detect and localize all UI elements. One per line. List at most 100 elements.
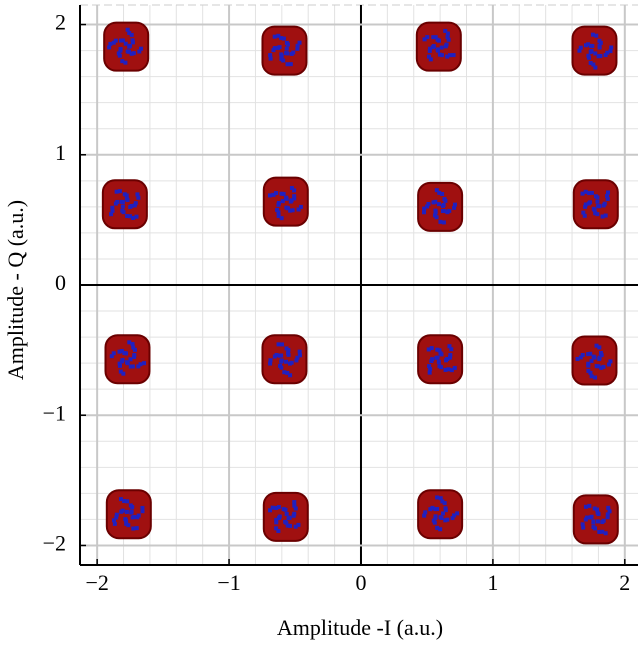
cluster-core	[455, 511, 460, 516]
cluster	[571, 25, 618, 76]
cluster-core	[578, 355, 583, 360]
cluster-core	[291, 50, 296, 55]
cluster-core	[268, 53, 273, 58]
point	[261, 25, 308, 76]
cluster-core	[130, 364, 135, 369]
cluster-core	[596, 364, 601, 369]
cluster-core	[586, 201, 591, 206]
cluster-core	[117, 189, 122, 194]
cluster-core	[133, 201, 138, 206]
cluster-core	[130, 40, 135, 45]
cluster-core	[438, 351, 443, 356]
cluster-core	[583, 204, 588, 209]
cluster-core	[430, 45, 435, 50]
cluster-core	[130, 342, 135, 347]
cluster-core	[595, 510, 600, 515]
cluster-core	[282, 370, 287, 375]
y-tick-label: 2	[55, 10, 66, 35]
cluster-core	[422, 513, 427, 518]
cluster-core	[279, 191, 284, 196]
cluster-core	[113, 201, 118, 206]
cluster-core	[597, 529, 602, 534]
cluster-core	[445, 54, 450, 59]
cluster-core	[285, 370, 290, 375]
cluster-core	[597, 43, 602, 48]
cluster-core	[111, 351, 116, 356]
cluster-core	[440, 192, 445, 197]
cluster-core	[298, 204, 303, 209]
cluster-core	[127, 214, 132, 219]
cluster-core	[129, 509, 134, 514]
cluster-core	[281, 507, 286, 512]
cluster-core	[607, 509, 612, 514]
cluster-core	[435, 525, 440, 530]
cluster-core	[434, 355, 439, 360]
cluster-core	[435, 48, 440, 53]
cluster-core	[605, 512, 610, 517]
cluster-core	[281, 191, 286, 196]
cluster-core	[117, 363, 122, 368]
cluster-core	[288, 62, 293, 67]
cluster-core	[575, 356, 580, 361]
x-tick-label: 0	[355, 570, 366, 595]
y-tick-label: 1	[55, 140, 66, 165]
cluster-core	[279, 36, 284, 41]
cluster-core	[274, 506, 279, 511]
cluster-core	[595, 199, 600, 204]
cluster-core	[436, 359, 441, 364]
cluster-core	[606, 190, 611, 195]
cluster-core	[603, 213, 608, 218]
cluster-core	[437, 190, 442, 195]
cluster-core	[295, 43, 300, 48]
cluster-core	[123, 60, 128, 65]
cluster-core	[581, 210, 586, 215]
cluster-core	[119, 38, 124, 43]
cluster-core	[441, 511, 446, 516]
cluster-core	[114, 189, 119, 194]
cluster-core	[428, 46, 433, 51]
x-tick-label: −1	[217, 570, 240, 595]
cluster-core	[117, 349, 122, 354]
cluster-core	[452, 365, 457, 370]
cluster-core	[276, 504, 281, 509]
cluster-core	[593, 51, 598, 56]
cluster-core	[586, 363, 591, 368]
cluster-core	[433, 515, 438, 520]
point	[103, 21, 150, 72]
cluster-core	[588, 61, 593, 66]
cluster	[105, 489, 152, 540]
cluster-core	[281, 36, 286, 41]
cluster-core	[603, 531, 608, 536]
cluster-core	[590, 32, 595, 37]
cluster-core	[426, 201, 431, 206]
cluster-core	[578, 45, 583, 50]
y-tick-label: −2	[43, 531, 66, 556]
cluster-core	[434, 188, 439, 193]
cluster-core	[285, 206, 290, 211]
cluster-core	[284, 511, 289, 516]
x-tick-label: −2	[85, 570, 108, 595]
cluster-core	[428, 57, 433, 62]
cluster-core	[601, 364, 606, 369]
cluster-core	[124, 509, 129, 514]
cluster-core	[422, 37, 427, 42]
cluster-core	[580, 522, 585, 527]
cluster-core	[276, 202, 281, 207]
point	[105, 489, 152, 540]
cluster-core	[292, 196, 297, 201]
cluster-core	[272, 354, 277, 359]
cluster-core	[140, 509, 145, 514]
cluster-core	[132, 515, 137, 520]
cluster-core	[442, 196, 447, 201]
cluster-core	[583, 517, 588, 522]
cluster-core	[591, 62, 596, 67]
cluster-core	[598, 40, 603, 45]
cluster-core	[119, 359, 124, 364]
cluster-core	[139, 46, 144, 51]
cluster-core	[125, 361, 130, 366]
point	[262, 491, 309, 542]
cluster-core	[131, 345, 136, 350]
cluster-core	[605, 515, 610, 520]
cluster-core	[593, 526, 598, 531]
cluster-core	[122, 192, 127, 197]
